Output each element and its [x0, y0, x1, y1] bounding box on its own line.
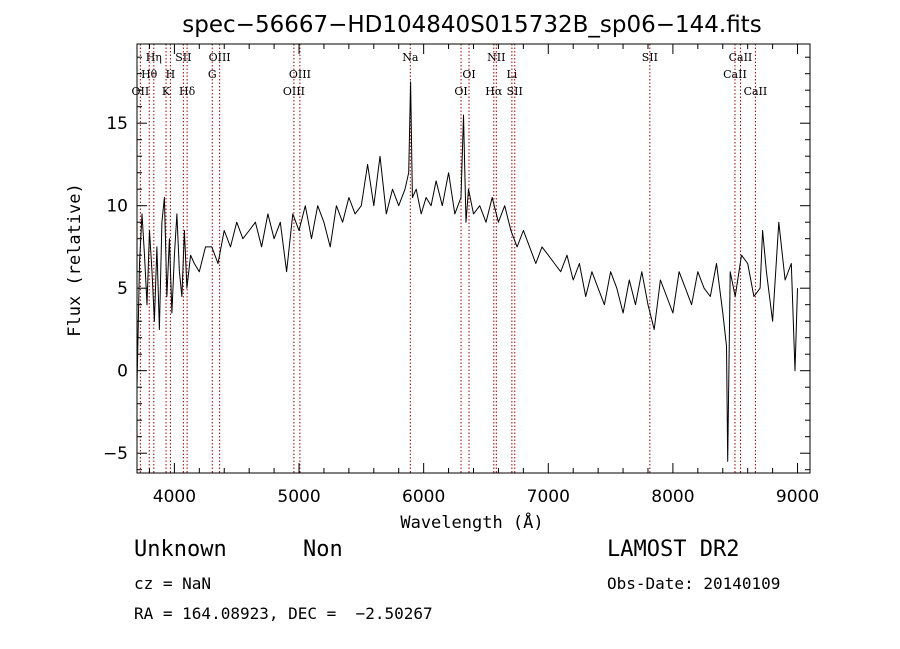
- x-tick-label: 7000: [527, 487, 570, 507]
- y-tick-label: 10: [106, 197, 128, 217]
- y-axis-label: Flux (relative): [65, 183, 85, 337]
- line-marker-label: OIII: [283, 85, 305, 98]
- line-marker-label: H: [166, 68, 176, 81]
- x-tick-label: 5000: [277, 487, 320, 507]
- line-marker-label: SII: [642, 51, 658, 64]
- line-marker-label: OI: [454, 85, 467, 98]
- line-marker-label: Na: [402, 51, 419, 64]
- plot-frame: [136, 43, 811, 474]
- x-tick-label: 9000: [776, 487, 819, 507]
- x-tick-label: 6000: [402, 487, 445, 507]
- line-marker-label: Li: [506, 68, 517, 81]
- line-marker-label: OIII: [209, 51, 231, 64]
- x-axis-ticks: 4000 5000 6000 7000 8000 9000: [148, 44, 819, 507]
- line-marker-label: SII: [175, 51, 191, 64]
- line-marker-label: NII: [487, 51, 505, 64]
- line-marker-label: OII: [132, 85, 150, 98]
- line-marker-label: CaII: [723, 68, 747, 81]
- spectrum-line-0: [136, 81, 798, 462]
- line-marker-label: G: [208, 68, 217, 81]
- line-marker-label: Hα: [485, 85, 503, 98]
- survey-name: LAMOST DR2: [607, 537, 740, 562]
- line-marker-label: OI: [462, 68, 475, 81]
- line-marker-label: Hδ: [179, 85, 196, 98]
- spectrum-series: [136, 81, 798, 462]
- y-axis-ticks: −5 0 5 10 15: [103, 56, 810, 471]
- spectral-subclass: Non: [303, 537, 343, 562]
- spectral-class: Unknown: [134, 537, 227, 562]
- line-marker-label: OIII: [289, 68, 311, 81]
- redshift-value: cz = NaN: [134, 574, 212, 593]
- y-tick-label: −5: [103, 444, 128, 464]
- line-marker-label: CaII: [744, 85, 768, 98]
- coordinates: RA = 164.08923, DEC = −2.50267: [134, 604, 433, 623]
- y-tick-label: 0: [117, 362, 128, 382]
- line-marker-label: Hθ: [141, 68, 158, 81]
- x-tick-label: 4000: [153, 487, 196, 507]
- x-tick-label: 8000: [651, 487, 694, 507]
- line-marker-label: SII: [507, 85, 523, 98]
- line-marker-label: K: [162, 85, 171, 98]
- chart-title: spec−56667−HD104840S015732B_sp06−144.fit…: [182, 12, 761, 38]
- x-axis-label: Wavelength (Å): [400, 511, 543, 533]
- line-marker-label: CaII: [729, 51, 753, 64]
- y-tick-label: 5: [117, 279, 128, 299]
- y-tick-label: 15: [106, 114, 128, 134]
- observation-date: Obs-Date: 20140109: [607, 574, 781, 593]
- spectral-line-markers: Hη Hθ OII SII HK Hδ OIII G OIII OIII Na OI OI NII HαLi…: [132, 44, 768, 473]
- line-marker-label: Hη: [146, 51, 162, 64]
